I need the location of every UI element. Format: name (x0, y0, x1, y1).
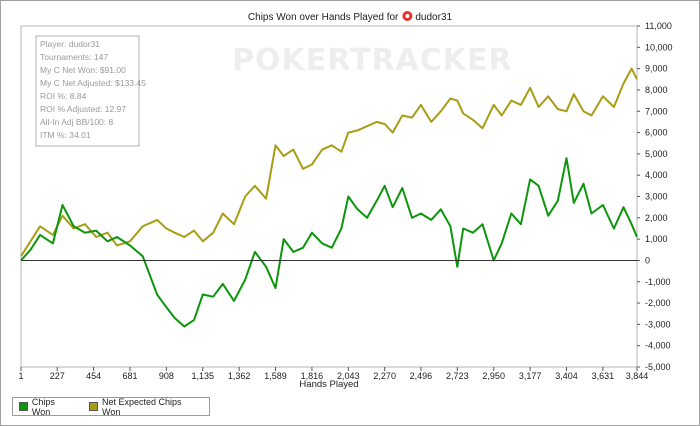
x-tick-label: 3,177 (519, 371, 542, 381)
x-tick-label: 1,362 (228, 371, 251, 381)
stats-box-frame (35, 35, 140, 147)
stats-line: All-In Adj BB/100: 8 (40, 117, 114, 127)
y-tick-label: 10,000 (645, 42, 673, 52)
y-tick-label: 6,000 (645, 128, 668, 138)
stats-line: ITM %: 34.01 (40, 130, 91, 140)
poker-chip-icon (402, 11, 413, 21)
x-tick-label: 2,043 (337, 371, 360, 381)
y-tick-label: -4,000 (645, 341, 671, 351)
y-tick-label: -1,000 (645, 277, 671, 287)
y-tick-label: 11,000 (645, 21, 672, 31)
y-tick-label: 1,000 (645, 234, 668, 244)
legend: Chips Won Net Expected Chips Won (12, 397, 210, 417)
x-tick-label: 681 (122, 371, 137, 381)
y-tick-label: -2,000 (645, 298, 671, 308)
y-tick-label: 0 (645, 255, 650, 265)
stats-line: My C Net Won: $91.00 (40, 65, 126, 75)
x-tick-label: 2,950 (482, 371, 505, 381)
x-tick-label: 1 (18, 371, 23, 381)
y-tick-label: 8,000 (645, 85, 668, 95)
x-tick-label: 227 (50, 371, 65, 381)
x-tick-label: 2,270 (373, 371, 396, 381)
chart-title: Chips Won over Hands Played for (248, 12, 399, 23)
legend-item-net-expected[interactable]: Net Expected Chips Won (89, 397, 201, 417)
y-tick-label: 5,000 (645, 149, 668, 159)
chip-inner (405, 14, 410, 18)
x-tick-label: 3,631 (592, 371, 615, 381)
stats-line: Tournaments: 147 (40, 52, 108, 62)
series-chips-won-line (20, 157, 638, 328)
legend-item-chips-won[interactable]: Chips Won (19, 397, 75, 417)
y-tick-label: 7,000 (645, 106, 668, 116)
series-net-expected-line (20, 67, 638, 257)
chart-title-player: dudor31 (415, 12, 452, 23)
x-tick-label: 1,589 (264, 371, 287, 381)
legend-label: Net Expected Chips Won (102, 396, 182, 417)
stats-line: ROI %: 8.84 (40, 91, 87, 101)
y-tick-label: 2,000 (645, 213, 668, 223)
legend-swatch-net-expected (89, 402, 99, 411)
stats-line: ROI % Adjusted: 12.97 (40, 104, 126, 114)
y-tick-label: -3,000 (645, 319, 671, 329)
y-tick-label: 3,000 (645, 192, 668, 202)
x-tick-label: 1,816 (301, 371, 324, 381)
series-layer (20, 67, 638, 328)
x-axis-title: Hands Played (299, 379, 358, 390)
x-tick-label: 454 (86, 371, 101, 381)
chart-header: Chips Won over Hands Played for dudor31 (248, 11, 453, 23)
stats-line: Player: dudor31 (40, 39, 100, 49)
x-tick-label: 3,844 (626, 371, 649, 381)
legend-swatch-chips-won (19, 402, 28, 411)
watermark-logo: POKERTRACKER (232, 43, 513, 78)
legend-label: Chips Won (31, 396, 55, 417)
x-tick-label: 2,496 (410, 371, 433, 381)
y-tick-label: -5,000 (645, 362, 671, 372)
x-tick-label: 2,723 (446, 371, 469, 381)
axes: 1 227 454 681 908 1,135 1,362 1,589 1,816 2,043 2,… (18, 21, 672, 381)
stats-line: My C Net Adjusted: $133.45 (40, 78, 146, 88)
stats-box: Player: dudor31 Tournaments: 147 My C Ne… (35, 35, 146, 147)
x-tick-label: 908 (159, 371, 174, 381)
x-tick-label: 3,404 (555, 371, 578, 381)
y-tick-label: 9,000 (645, 64, 668, 74)
x-tick-label: 1,135 (192, 371, 215, 381)
y-tick-label: 4,000 (645, 170, 668, 180)
